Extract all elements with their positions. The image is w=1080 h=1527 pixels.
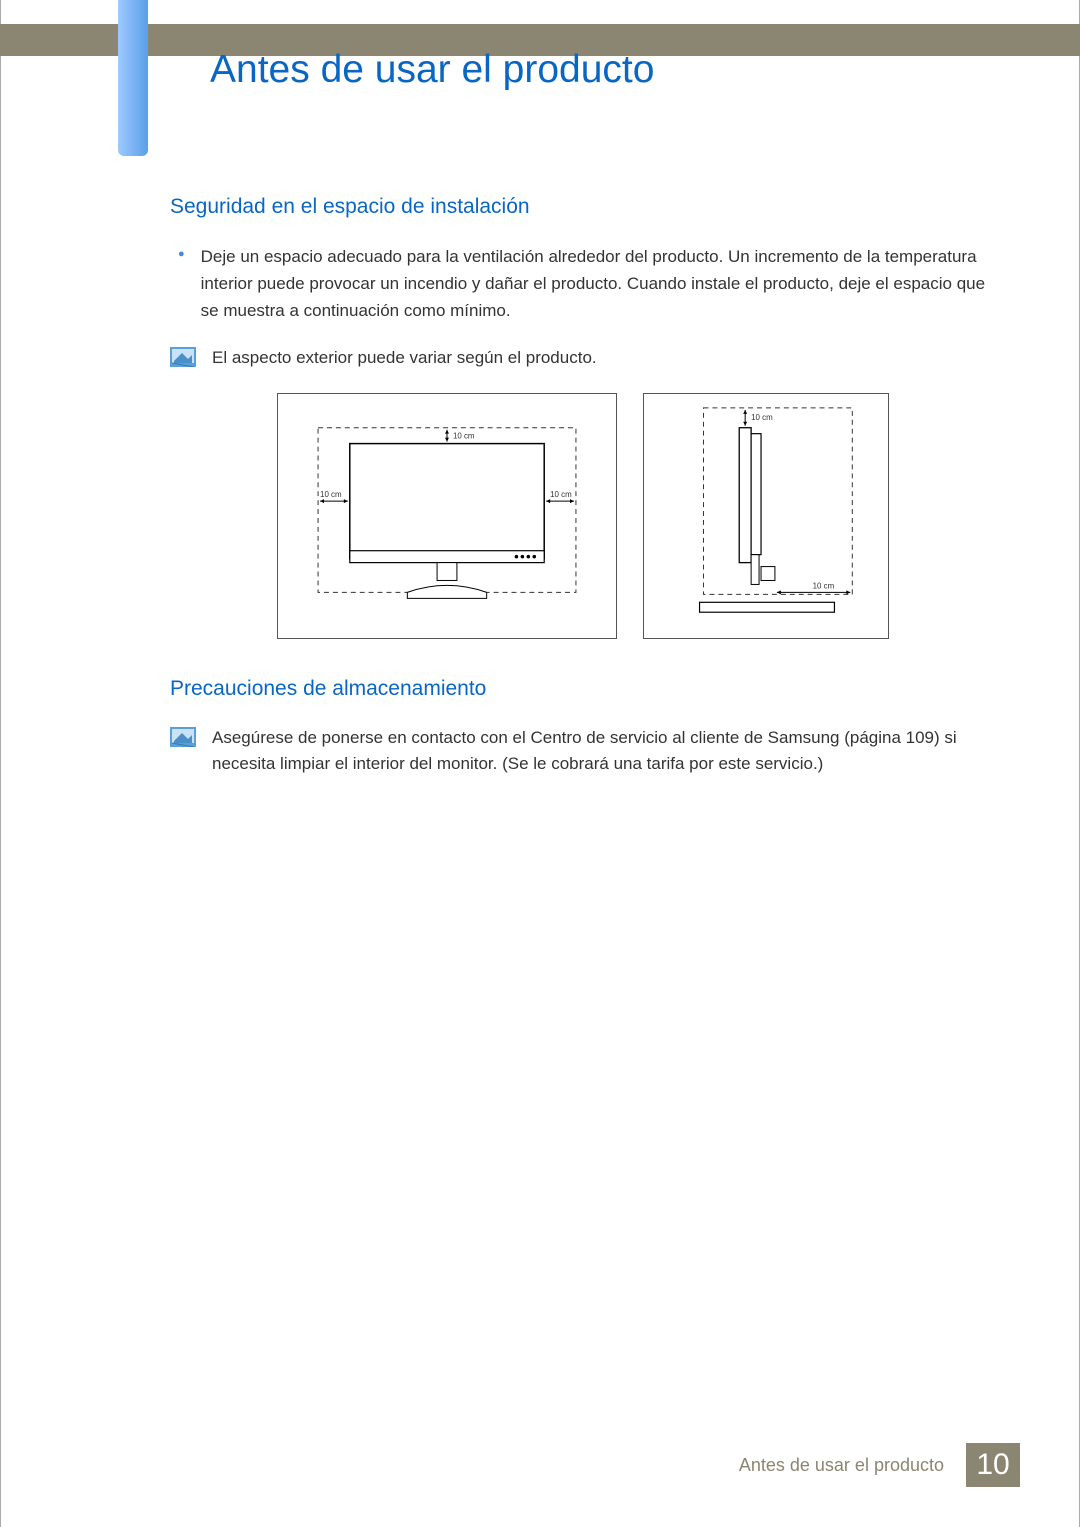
spacing-label: 10 cm (550, 490, 572, 499)
chapter-title: Antes de usar el producto (210, 48, 654, 92)
page-content: Seguridad en el espacio de instalación ●… (170, 195, 995, 800)
section-heading-storage: Precauciones de almacenamiento (170, 677, 995, 701)
note-text: El aspecto exterior puede variar según e… (212, 345, 597, 371)
spacing-label: 10 cm (320, 490, 342, 499)
diagram-front-view: 10 cm 10 cm 10 cm (277, 393, 617, 639)
note-text: Asegúrese de ponerse en contacto con el … (212, 725, 995, 778)
note-icon (170, 347, 196, 367)
diagram-side-view: 10 cm 10 cm (643, 393, 889, 639)
note-row: Asegúrese de ponerse en contacto con el … (170, 725, 995, 778)
bullet-text: Deje un espacio adecuado para la ventila… (201, 243, 995, 325)
bullet-item: ● Deje un espacio adecuado para la venti… (170, 243, 995, 325)
spacing-label: 10 cm (452, 432, 474, 441)
footer-chapter-label: Antes de usar el producto (739, 1455, 944, 1476)
note-row: El aspecto exterior puede variar según e… (170, 345, 995, 371)
diagram-container: 10 cm 10 cm 10 cm (170, 393, 995, 639)
note-icon (170, 727, 196, 747)
spacing-label: 10 cm (751, 413, 773, 422)
bullet-marker: ● (170, 243, 201, 325)
page-footer: Antes de usar el producto 10 (739, 1443, 1020, 1487)
chapter-tab (118, 0, 148, 156)
page-number: 10 (966, 1443, 1020, 1487)
section-heading-install: Seguridad en el espacio de instalación (170, 195, 995, 219)
spacing-label: 10 cm (812, 581, 834, 590)
